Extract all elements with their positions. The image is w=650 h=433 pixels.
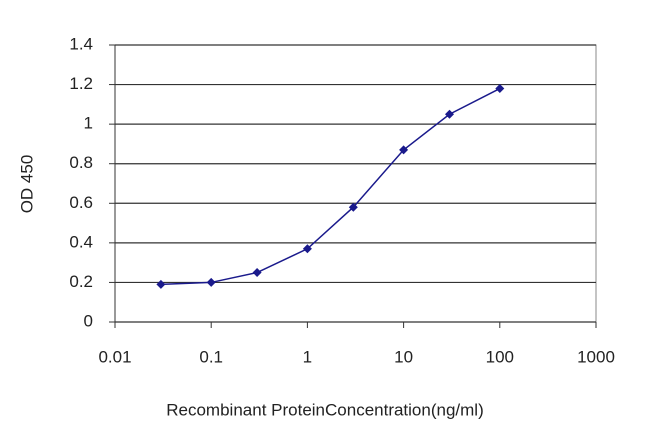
x-tick-label: 1 [303, 347, 312, 366]
y-tick-label: 0.6 [69, 193, 93, 212]
y-tick-label: 1.4 [69, 34, 93, 53]
data-point [206, 277, 216, 287]
data-point [348, 202, 358, 212]
x-axis-label: Recombinant ProteinConcentration(ng/ml) [166, 400, 484, 419]
plot-area [114, 44, 597, 323]
y-tick-label: 0 [84, 311, 93, 330]
data-point [495, 84, 505, 94]
y-tick-label: 0.4 [69, 232, 93, 251]
data-point [302, 244, 312, 254]
x-tick-label: 1000 [577, 347, 615, 366]
data-point [444, 109, 454, 119]
data-point [156, 279, 166, 289]
y-tick-label: 0.8 [69, 153, 93, 172]
x-tick-label: 0.01 [98, 347, 131, 366]
y-tick-label: 0.2 [69, 272, 93, 291]
x-tick-label: 10 [394, 347, 413, 366]
y-tick-label: 1.2 [69, 74, 93, 93]
data-point [399, 145, 409, 155]
x-tick-label: 0.1 [199, 347, 223, 366]
y-axis-label: OD 450 [17, 155, 36, 214]
x-tick-label: 100 [486, 347, 514, 366]
data-point [252, 268, 262, 278]
y-tick-label: 1 [84, 114, 93, 133]
series-line [160, 87, 501, 286]
